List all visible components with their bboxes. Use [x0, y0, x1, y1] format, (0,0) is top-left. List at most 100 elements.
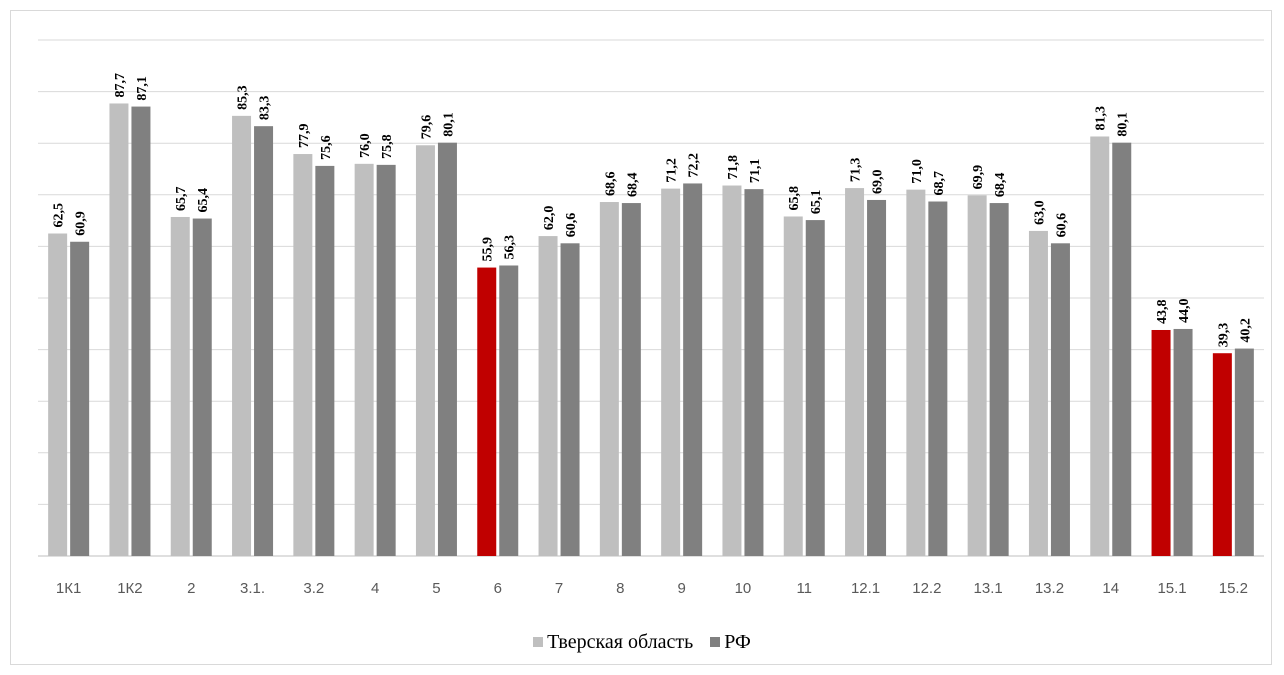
bar-chart: 62,5 60,9 1К1 87,7 87,1 1К2 65,7 65,4 2 85,3 83,3 3… [38, 39, 1264, 597]
bar-rf [560, 243, 580, 556]
bar-rf [192, 218, 212, 556]
bar-rf [315, 165, 335, 557]
category-label: 7 [555, 580, 563, 597]
value-label-rf: 87,1 [135, 76, 150, 101]
value-label-tver: 68,6 [603, 172, 618, 197]
bar-rf [928, 201, 948, 556]
category-label: 13.1 [974, 580, 1003, 597]
category-label: 3.2 [303, 580, 324, 597]
bar-rf [499, 265, 519, 556]
value-label-rf: 80,1 [1116, 112, 1131, 137]
value-label-tver: 69,9 [971, 165, 986, 190]
category-label: 15.2 [1219, 580, 1248, 597]
bar-rf [376, 164, 396, 556]
value-label-rf: 60,9 [74, 211, 89, 236]
bar-rf [805, 220, 825, 557]
category-label: 12.1 [851, 580, 880, 597]
value-label-tver: 85,3 [236, 85, 251, 109]
legend-item-tver: Тверская область [533, 631, 693, 654]
legend-label-tver: Тверская область [547, 630, 694, 653]
legend-item-rf: РФ [710, 631, 751, 654]
value-label-tver: 43,8 [1155, 299, 1170, 324]
bar-rf [254, 126, 274, 556]
value-label-rf: 40,2 [1238, 318, 1253, 343]
value-label-tver: 39,3 [1216, 323, 1231, 348]
bar-tver [1151, 329, 1171, 556]
bar-rf [1112, 142, 1132, 556]
value-label-rf: 44,0 [1177, 298, 1192, 323]
bar-tver [48, 233, 68, 556]
bar-rf [989, 203, 1009, 556]
category-label: 3.1. [240, 580, 265, 597]
value-label-tver: 71,8 [726, 155, 741, 180]
bar-tver [538, 236, 558, 556]
category-label: 8 [616, 580, 624, 597]
bar-tver [109, 103, 129, 556]
category-label: 11 [796, 580, 812, 597]
value-label-tver: 65,7 [174, 186, 189, 211]
bar-rf [70, 241, 90, 557]
value-label-tver: 71,2 [665, 158, 680, 183]
value-label-rf: 60,6 [564, 213, 579, 238]
bar-rf [683, 183, 703, 556]
value-label-rf: 75,8 [380, 134, 395, 159]
bar-tver [354, 163, 374, 556]
value-label-tver: 62,5 [52, 203, 67, 228]
value-label-rf: 65,4 [196, 188, 211, 213]
bar-tver [293, 154, 313, 556]
bar-tver [722, 185, 742, 556]
category-label: 1К1 [56, 580, 81, 597]
legend-label-rf: РФ [724, 630, 751, 653]
bar-rf [1050, 243, 1070, 556]
bar-tver [415, 145, 435, 556]
bar-tver [1090, 136, 1110, 556]
legend-swatch-rf [710, 637, 721, 647]
bar-tver [783, 216, 803, 557]
bar-tver [845, 188, 865, 557]
bar-tver [1212, 353, 1232, 556]
bar-tver [477, 267, 497, 556]
category-label: 6 [494, 580, 502, 597]
bar-rf [437, 142, 457, 556]
value-label-tver: 55,9 [481, 237, 496, 262]
category-label: 10 [735, 580, 752, 597]
legend-swatch-tver [533, 637, 544, 647]
bar-tver [906, 189, 926, 556]
value-label-rf: 71,1 [748, 159, 763, 184]
bar-rf [744, 189, 764, 556]
category-label: 15.1 [1157, 580, 1186, 597]
value-label-rf: 68,4 [993, 173, 1008, 198]
category-label: 14 [1102, 580, 1119, 597]
value-label-rf: 68,7 [932, 171, 947, 196]
category-label: 5 [432, 580, 440, 597]
value-label-rf: 83,3 [258, 96, 273, 121]
value-label-rf: 80,1 [441, 112, 456, 137]
value-label-tver: 71,3 [849, 158, 864, 183]
value-label-rf: 68,4 [625, 173, 640, 198]
value-label-tver: 76,0 [358, 133, 373, 158]
value-label-rf: 65,1 [809, 190, 824, 215]
value-label-tver: 62,0 [542, 206, 557, 231]
chart-legend: Тверская область РФ [0, 630, 1284, 654]
value-label-rf: 60,6 [1054, 213, 1069, 238]
bar-tver [1028, 230, 1048, 557]
bar-tver [599, 202, 619, 557]
bar-rf [131, 106, 151, 557]
value-label-rf: 75,6 [319, 135, 334, 160]
category-label: 13.2 [1035, 580, 1064, 597]
value-label-tver: 65,8 [787, 186, 802, 211]
bar-rf [1234, 348, 1254, 556]
value-label-tver: 81,3 [1094, 106, 1109, 131]
bar-tver [661, 188, 681, 556]
value-label-tver: 87,7 [113, 73, 128, 98]
bar-rf [867, 199, 887, 556]
category-label: 9 [677, 580, 685, 597]
value-label-rf: 69,0 [871, 169, 886, 194]
bar-tver [967, 195, 987, 557]
category-label: 1К2 [117, 580, 142, 597]
value-label-tver: 63,0 [1032, 200, 1047, 225]
category-label: 2 [187, 580, 195, 597]
bar-rf [1173, 328, 1193, 556]
category-label: 12.2 [912, 580, 941, 597]
value-label-rf: 72,2 [687, 153, 702, 178]
